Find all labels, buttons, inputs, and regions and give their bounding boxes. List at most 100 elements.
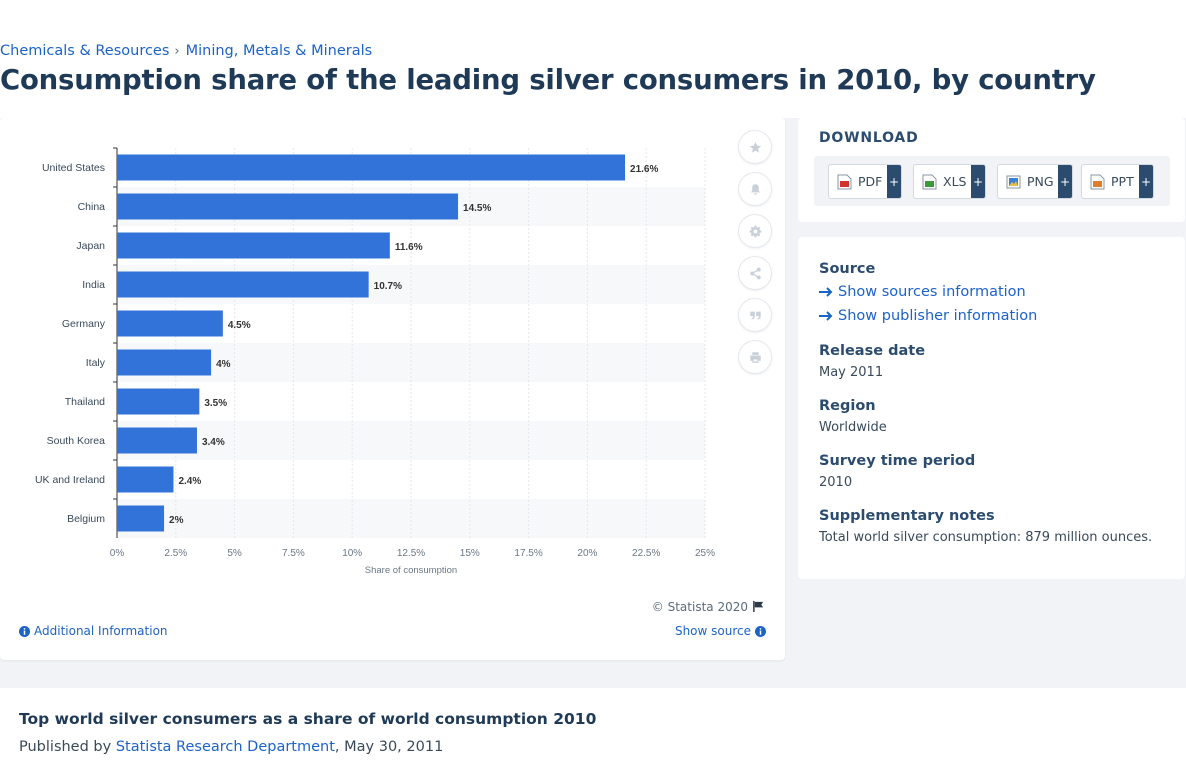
bar <box>117 505 165 532</box>
published-by-label: Published by <box>19 739 112 755</box>
x-axis-label: Share of consumption <box>365 565 457 576</box>
header-area <box>0 0 1186 118</box>
data-label: 4.5% <box>228 320 251 331</box>
notification-button[interactable] <box>739 173 771 205</box>
bell-icon <box>750 183 760 195</box>
breadcrumb: Chemicals & Resources › Mining, Metals & M… <box>0 43 372 59</box>
share-icon <box>749 267 761 279</box>
plus-icon: + <box>1139 165 1153 198</box>
data-label: 3.4% <box>202 437 225 448</box>
chart-tools <box>739 131 771 383</box>
download-title: DOWNLOAD <box>819 130 919 146</box>
star-icon <box>749 141 761 153</box>
ppt-file-icon <box>1090 174 1105 189</box>
bar <box>117 349 212 376</box>
share-button[interactable] <box>739 257 771 289</box>
download-card: DOWNLOAD PDF + XLS + PNG + PPT + <box>798 118 1185 222</box>
x-tick-label: 0% <box>110 548 125 559</box>
show-source-link[interactable]: Show source <box>675 624 766 638</box>
show-sources-link[interactable]: Show sources information <box>819 284 1026 300</box>
statista-credit[interactable]: © Statista 2020 <box>651 600 748 614</box>
bar <box>117 466 174 493</box>
download-ppt-label: PPT <box>1111 174 1134 189</box>
additional-information-label: Additional Information <box>34 624 168 638</box>
additional-information-link[interactable]: Additional Information <box>19 624 168 638</box>
region-value: Worldwide <box>819 420 887 435</box>
data-label: 4% <box>216 359 231 370</box>
data-label: 14.5% <box>463 203 491 214</box>
arrow-right-icon <box>819 287 833 297</box>
bar-chart: 0% 2.5% 5% 7.5% 10% 12.5% 15% 17.5% 20% 22.5% 25% U… <box>35 147 715 576</box>
x-tick-label: 25% <box>695 548 715 559</box>
category-label: India <box>82 279 105 291</box>
x-tick-label: 10% <box>342 548 362 559</box>
flag-icon[interactable] <box>752 600 765 613</box>
png-file-icon <box>1006 175 1021 188</box>
category-label: Germany <box>62 318 106 330</box>
page-title: Consumption share of the leading silver … <box>0 64 1096 96</box>
chart-card: 0% 2.5% 5% 7.5% 10% 12.5% 15% 17.5% 20% 22.5% 25% U… <box>0 118 785 660</box>
x-tick-label: 22.5% <box>632 548 660 559</box>
data-label: 21.6% <box>630 164 658 175</box>
supplementary-notes-heading: Supplementary notes <box>819 508 995 524</box>
download-ppt-button[interactable]: PPT + <box>1081 164 1154 199</box>
published-by: Published by Statista Research Departmen… <box>19 739 443 755</box>
breadcrumb-separator: › <box>174 44 180 59</box>
xls-file-icon <box>922 174 937 189</box>
download-png-button[interactable]: PNG + <box>997 164 1073 199</box>
data-label: 10.7% <box>374 281 402 292</box>
show-source-label: Show source <box>674 624 751 638</box>
plus-icon: + <box>887 165 901 198</box>
bar <box>117 193 459 220</box>
x-tick-label: 7.5% <box>282 548 305 559</box>
quote-icon <box>749 311 761 319</box>
download-buttons: PDF + XLS + PNG + PPT + <box>814 156 1170 206</box>
x-tick-label: 15% <box>460 548 480 559</box>
breadcrumb-item-chemicals[interactable]: Chemicals & Resources <box>0 43 170 59</box>
survey-period-value: 2010 <box>819 475 853 490</box>
arrow-right-icon <box>819 311 833 321</box>
gear-icon <box>749 225 761 237</box>
bar <box>117 271 369 298</box>
region-heading: Region <box>819 398 876 414</box>
download-xls-label: XLS <box>943 174 967 189</box>
category-label: Italy <box>86 357 106 369</box>
settings-button[interactable] <box>739 215 771 247</box>
category-label: Belgium <box>67 513 105 525</box>
info-icon <box>755 625 766 637</box>
data-label: 11.6% <box>395 242 423 253</box>
category-label: China <box>78 201 106 213</box>
print-button[interactable] <box>739 341 771 373</box>
info-icon <box>19 625 30 637</box>
data-label: 2% <box>169 515 184 526</box>
download-pdf-button[interactable]: PDF + <box>828 164 902 199</box>
print-icon <box>749 351 761 363</box>
pdf-file-icon <box>837 174 852 189</box>
release-date-value: May 2011 <box>819 365 884 380</box>
show-publisher-label: Show publisher information <box>838 308 1038 324</box>
download-xls-button[interactable]: XLS + <box>913 164 986 199</box>
statistic-info-card: Source Show sources information Show pub… <box>798 237 1185 579</box>
plus-icon: + <box>1058 165 1072 198</box>
category-label: Japan <box>76 240 105 252</box>
data-label: 3.5% <box>204 398 227 409</box>
x-tick-label: 12.5% <box>397 548 425 559</box>
x-tick-label: 17.5% <box>514 548 542 559</box>
x-tick-label: 5% <box>227 548 242 559</box>
cite-button[interactable] <box>739 299 771 331</box>
show-publisher-link[interactable]: Show publisher information <box>819 308 1037 324</box>
bar <box>117 154 626 181</box>
show-sources-label: Show sources information <box>838 284 1026 300</box>
favorite-button[interactable] <box>739 131 771 163</box>
bar <box>117 427 197 454</box>
bar <box>117 232 390 259</box>
survey-period-heading: Survey time period <box>819 453 976 469</box>
breadcrumb-item-mining[interactable]: Mining, Metals & Minerals <box>185 43 373 59</box>
release-date-heading: Release date <box>819 343 926 359</box>
description-card: Top world silver consumers as a share of… <box>0 688 1186 760</box>
supplementary-notes-value: Total world silver consumption: 879 mill… <box>819 530 1153 545</box>
category-label: South Korea <box>47 435 106 447</box>
description-title: Top world silver consumers as a share of… <box>19 710 597 728</box>
plus-icon: + <box>971 165 985 198</box>
publisher-link[interactable]: Statista Research Department <box>115 739 335 755</box>
